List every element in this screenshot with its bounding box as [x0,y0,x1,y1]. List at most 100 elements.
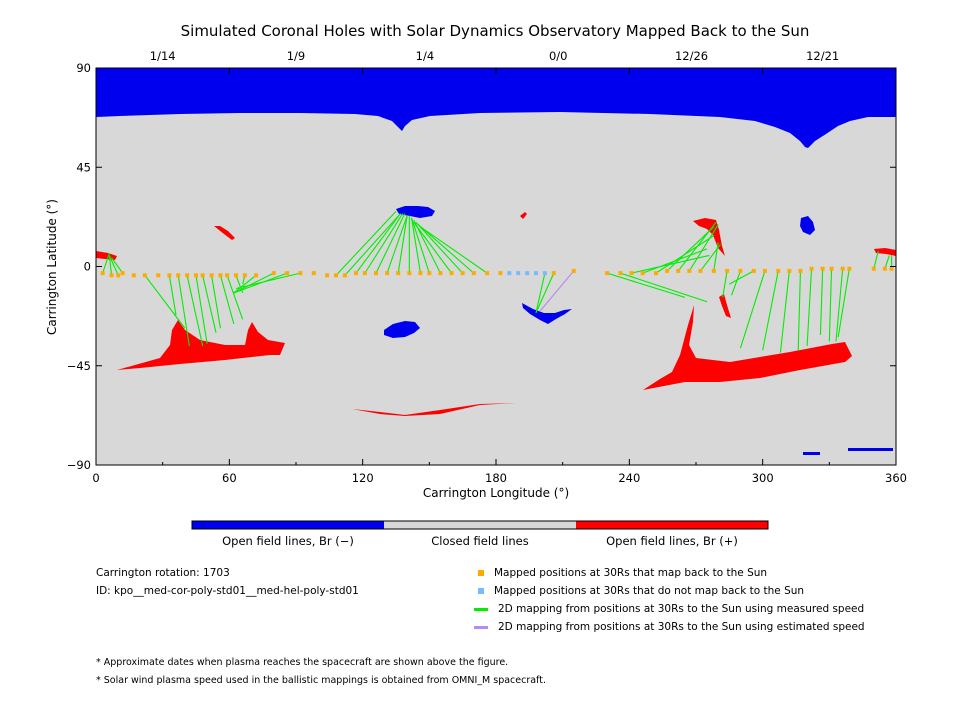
mapped-point [618,271,623,276]
legend-measured-label: 2D mapping from positions at 30Rs to the… [498,603,865,615]
mapped-point [711,268,716,273]
negative-hole-south-195 [522,303,572,324]
mapped-point [142,273,147,278]
colorbar-negative [192,521,384,529]
mapped-point [200,273,205,278]
negative-hole-south-135 [384,321,420,338]
mapped-point [687,268,692,273]
mapped-point [342,273,347,278]
measured-mapping-line [211,275,221,329]
mapped-point [167,273,172,278]
measured-mapping-line [620,272,708,303]
measured-mapping-line [535,272,555,314]
measured-mapping-line [797,270,801,351]
legend-mapped-label: Mapped positions at 30Rs that map back t… [494,567,768,579]
measured-mapping-line [355,213,401,274]
mapping-lines [102,210,893,353]
measured-mapping-line [837,268,850,338]
mapped-point [234,273,238,278]
measured-mapping-line [397,215,408,274]
model-id-text: ID: kpo__med-cor-poly-std01__med-hel-pol… [96,585,359,597]
measured-mapping-line [102,253,110,274]
measured-mapping-line [835,268,844,342]
measured-mapping-line [779,270,790,353]
top-date-label: 1/14 [150,49,176,63]
mapped-point [787,268,792,273]
positive-hole-north-60 [214,226,235,240]
mapped-point [396,271,401,276]
mapped-point [676,268,681,273]
mapped-point [629,271,634,276]
measured-mapping-line [335,210,397,276]
footnote-dates: * Approximate dates when plasma reaches … [96,657,509,668]
unmapped-point [507,271,512,276]
mapped-point [242,273,247,278]
measured-mapping-line [235,272,301,290]
measured-mapping-line [375,213,406,274]
top-date-label: 0/0 [549,49,568,63]
south-polar-coronal-hole [803,448,893,455]
measured-mapping-line [364,213,404,274]
measured-mapping-line [666,226,715,272]
mapped-point [120,271,125,276]
mapped-point [829,266,834,271]
legend-estimated-label: 2D mapping from positions at 30Rs to the… [498,621,865,633]
chart-title: Simulated Coronal Holes with Solar Dynam… [181,22,810,40]
mapped-point [311,271,316,276]
top-date-label: 12/21 [806,49,839,63]
footnote-speed: * Solar wind plasma speed used in the ba… [96,675,546,686]
mapped-point [374,271,378,276]
mapped-point [362,271,367,276]
measured-mapping-line [413,222,452,274]
mapped-point [131,273,136,278]
mapped-point [254,273,258,278]
measured-mapping-line [344,213,401,276]
mapped-point [225,273,230,278]
mapped-point [100,271,105,276]
mapped-point [640,271,645,276]
top-date-label: 1/9 [287,49,306,63]
mapped-point [809,266,814,271]
measured-mapping-line [819,268,824,335]
mapped-point [840,266,845,271]
mapped-point [798,268,803,273]
colorbar-label-closed: Closed field lines [431,534,529,548]
y-axis: 90 45 0 −45 −90 [67,61,896,472]
mapped-point [654,271,658,276]
positive-hole-south-far [352,403,516,416]
mapped-point [871,266,876,271]
measured-mapping-line [144,274,186,329]
top-date-axis: 1/14 1/9 1/4 0/0 12/26 12/21 [150,49,839,63]
positive-hole-north-192 [520,212,527,219]
top-date-label: 1/4 [416,49,435,63]
measured-mapping-line [420,226,488,274]
mapped-point [762,268,767,273]
y-axis-label: Carrington Latitude (°) [45,199,59,335]
legend-unmapped: Mapped positions at 30Rs that do not map… [478,585,804,597]
positive-hole-south-right [643,305,852,390]
unmapped-point [542,271,547,276]
measured-mapping-line [108,255,113,276]
colorbar-positive [576,521,768,529]
measured-mapping-line [606,272,686,298]
colorbar-label-negative: Open field lines, Br (−) [222,534,354,548]
positive-hole-south-282 [719,294,731,318]
measured-mapping-line [535,272,546,313]
y-tick-label: −45 [67,359,91,373]
x-tick-label: 120 [352,471,374,485]
measured-mapping-line [731,270,741,296]
mapped-points [100,266,894,278]
x-tick-label: 180 [485,471,507,485]
mapped-point [882,266,887,271]
mapped-point [820,266,825,271]
measured-mapping-line [411,217,421,274]
measured-mapping-line [739,270,766,349]
unmapped-marker-swatch [478,588,484,594]
mapped-point [325,273,330,278]
negative-hole-north-138 [396,206,435,218]
mapped-point [889,266,894,271]
mapped-point [334,273,338,278]
y-tick-label: 0 [84,260,91,274]
mapped-point [385,271,390,276]
